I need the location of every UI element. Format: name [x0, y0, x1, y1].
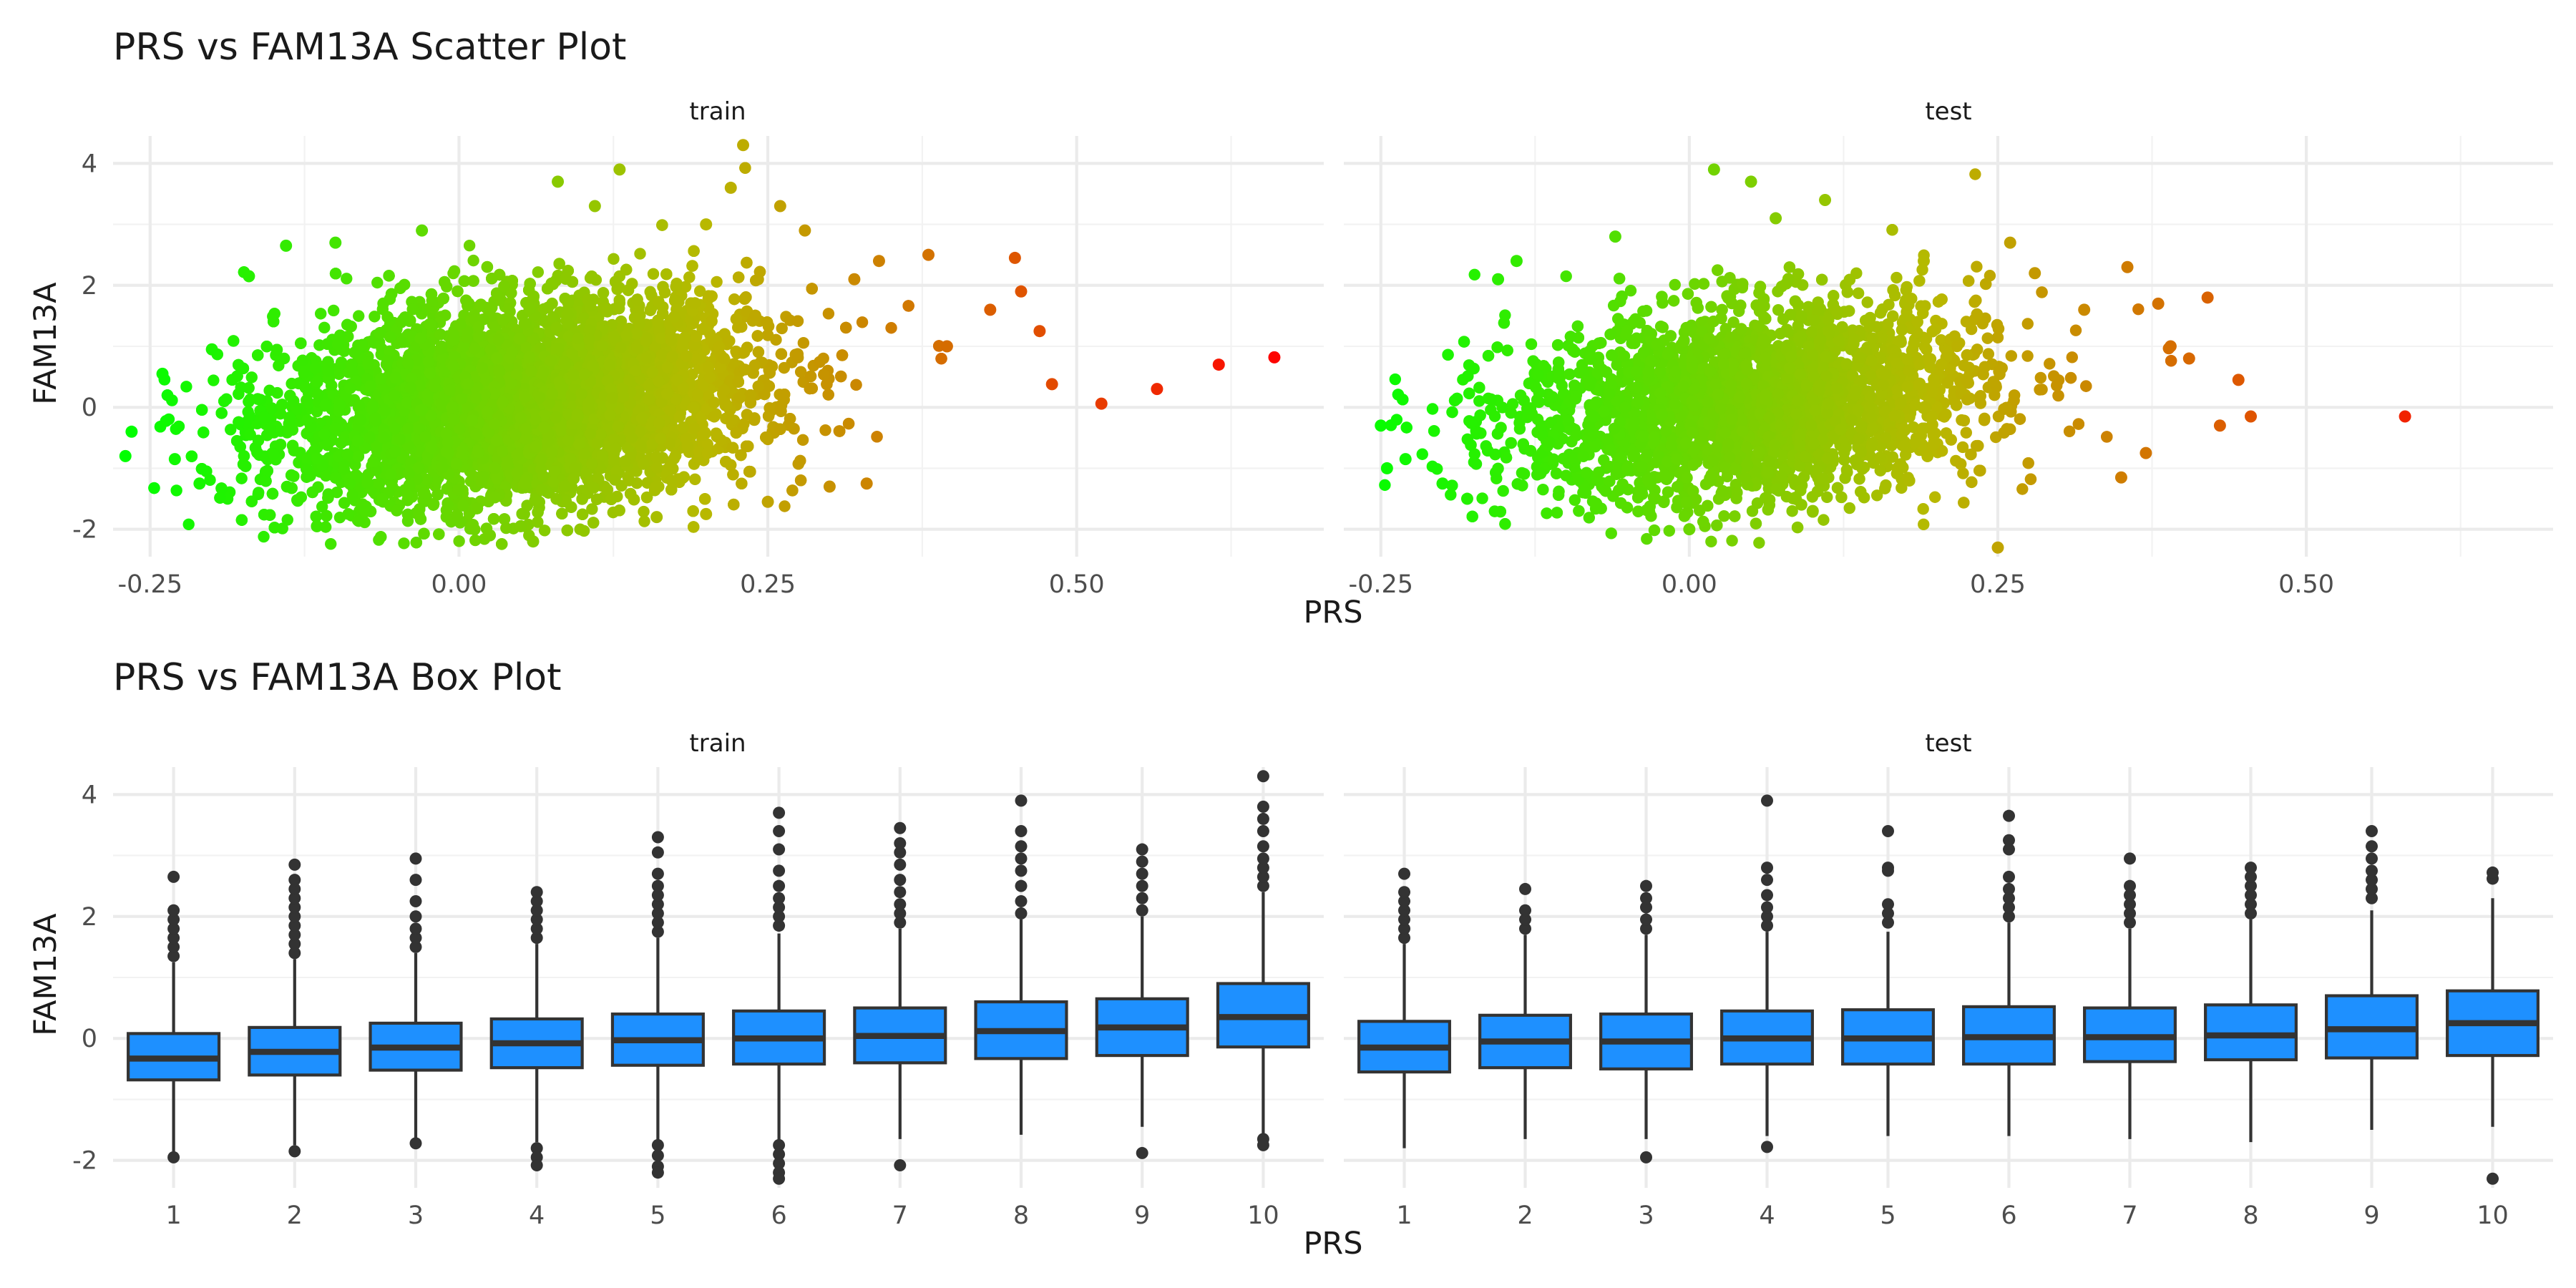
scatter-point: [532, 516, 544, 528]
scatter-point: [371, 276, 384, 289]
scatter-point: [693, 285, 706, 297]
scatter-point: [180, 381, 192, 393]
scatter-point: [341, 273, 353, 285]
scatter-point: [170, 484, 182, 497]
scatter-point: [634, 248, 646, 260]
y-tick-label: 0: [82, 394, 97, 422]
scatter-point: [778, 361, 790, 374]
x-tick-label: 0.00: [431, 570, 487, 599]
scatter-point: [728, 293, 741, 306]
scatter-point: [738, 418, 750, 430]
scatter-point: [638, 515, 650, 527]
scatter-point: [794, 366, 807, 378]
scatter-point: [796, 434, 809, 447]
scatter-point: [647, 268, 660, 280]
scatter-point: [469, 534, 482, 547]
scatter-point: [398, 537, 410, 550]
scatter-point: [314, 308, 327, 320]
x-tick-label: 0.25: [740, 570, 796, 599]
scatter-point: [319, 521, 332, 533]
scatter-point: [182, 518, 195, 530]
scatter-point: [711, 275, 723, 288]
scatter-point: [463, 239, 476, 252]
scatter-point: [608, 253, 620, 265]
scatter-panel-train: -0.25 0.00 0.25 0.50 -2 0 2 4: [72, 136, 1324, 599]
y-tick-label: -2: [72, 516, 97, 545]
scatter-point: [245, 371, 258, 384]
scatter-point: [797, 336, 810, 349]
scatter-point: [263, 384, 275, 396]
scatter-point: [281, 514, 293, 526]
scatter-point: [776, 322, 788, 335]
scatter-point: [318, 321, 331, 334]
scatter-point: [577, 525, 590, 537]
scatter-point: [779, 500, 791, 512]
scatter-strip-train: train: [689, 97, 746, 126]
scatter-point: [335, 356, 348, 369]
scatter-point: [208, 374, 220, 386]
x-tick-label: -0.25: [118, 570, 183, 599]
scatter-point: [325, 537, 337, 550]
scatter-point: [369, 311, 381, 323]
scatter-point: [638, 505, 650, 518]
scatter-point: [819, 424, 831, 436]
box-x-axis-label: PRS: [1303, 1226, 1362, 1262]
box-y-axis-label: FAM13A: [28, 913, 64, 1036]
scatter-point: [822, 308, 835, 320]
x-tick-label: 0.50: [1049, 570, 1105, 599]
y-tick-label: 4: [82, 150, 97, 178]
y-tick-label: 2: [82, 272, 97, 301]
scatter-point: [327, 304, 340, 317]
scatter-cloud: [148, 162, 947, 550]
scatter-point: [235, 472, 248, 484]
scatter-point: [679, 280, 692, 293]
box-strip-test: test: [1925, 729, 1971, 758]
scatter-point: [500, 522, 512, 535]
scatter-title: PRS vs FAM13A Scatter Plot: [113, 26, 626, 69]
box-strip-train: train: [689, 729, 746, 758]
scatter-point: [225, 424, 237, 436]
scatter-point: [453, 535, 465, 547]
box-title: PRS vs FAM13A Box Plot: [113, 656, 561, 699]
scatter-point: [316, 500, 328, 513]
scatter-point: [885, 322, 897, 334]
scatter-point: [538, 525, 551, 537]
scatter-x-axis-label: PRS: [1303, 595, 1362, 630]
scatter-point: [467, 254, 479, 267]
scatter-point: [258, 530, 270, 543]
scatter-point: [644, 286, 656, 298]
scatter-point: [856, 316, 869, 328]
scatter-point: [253, 487, 265, 499]
scatter-point: [532, 266, 545, 278]
scatter-point: [353, 310, 365, 322]
scatter-point: [689, 473, 701, 486]
scatter-y-axis-label: FAM13A: [28, 282, 64, 405]
scatter-point: [448, 265, 461, 278]
scatter-strip-test: test: [1925, 97, 1971, 126]
scatter-point: [295, 491, 308, 504]
scatter-point: [586, 503, 598, 515]
